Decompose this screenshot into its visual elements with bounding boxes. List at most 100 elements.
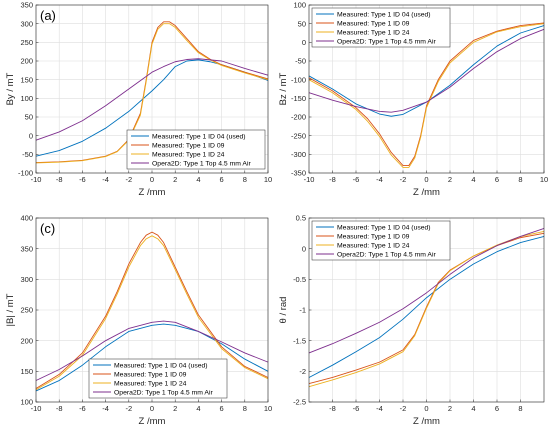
x-tick-label: 8 bbox=[243, 175, 247, 184]
legend-a: Measured: Type 1 ID 04 (used) Measured: T… bbox=[126, 129, 266, 170]
y-axis-label: |B| / mT bbox=[5, 293, 16, 326]
series-line-b-3 bbox=[308, 23, 545, 168]
y-tick-label: 50 bbox=[25, 113, 33, 122]
x-tick-label: -8 bbox=[56, 175, 63, 184]
y-tick-label: -0.5 bbox=[293, 275, 306, 284]
y-tick-label: 0.5 bbox=[296, 214, 306, 223]
y-tick-label: 250 bbox=[20, 306, 33, 315]
panel-label: (c) bbox=[40, 221, 55, 236]
x-tick-label: -8 bbox=[56, 404, 63, 413]
x-tick-label: 2 bbox=[448, 404, 452, 413]
series-line-b-1 bbox=[308, 25, 545, 117]
x-tick-label: -6 bbox=[79, 175, 86, 184]
y-tick-label: 200 bbox=[20, 57, 33, 66]
y-tick-label: 0 bbox=[302, 244, 306, 253]
x-tick-label: -8 bbox=[329, 404, 336, 413]
x-tick-label: 10 bbox=[540, 175, 548, 184]
y-tick-label: 150 bbox=[20, 75, 33, 84]
legend-box bbox=[311, 7, 451, 48]
legend-label: Opera2D: Type 1 Top 4.5 mm Air bbox=[337, 38, 436, 45]
x-tick-label: -2 bbox=[400, 404, 407, 413]
series-line-c-1 bbox=[35, 323, 269, 392]
x-tick-label: 6 bbox=[220, 404, 224, 413]
legend-c: Measured: Type 1 ID 04 (used) Measured: T… bbox=[88, 358, 228, 399]
x-tick-label: -4 bbox=[376, 404, 383, 413]
x-tick-label: -2 bbox=[125, 175, 132, 184]
x-tick-label: 4 bbox=[196, 404, 200, 413]
y-tick-label: 100 bbox=[20, 398, 33, 407]
y-tick-label: 0 bbox=[29, 131, 33, 140]
x-tick-label: 0 bbox=[424, 175, 428, 184]
legend-b: Measured: Type 1 ID 04 (used) Measured: T… bbox=[311, 7, 451, 48]
y-tick-label: 0 bbox=[302, 38, 306, 47]
x-tick-label: -4 bbox=[102, 175, 109, 184]
y-tick-label: -250 bbox=[291, 131, 306, 140]
y-tick-label: 250 bbox=[20, 38, 33, 47]
y-tick-label: 400 bbox=[20, 214, 33, 223]
legend-label: Measured: Type 1 ID 04 (used) bbox=[114, 362, 208, 369]
y-tick-label: 300 bbox=[20, 19, 33, 28]
series-line-d-3 bbox=[308, 231, 545, 388]
x-tick-label: 0 bbox=[424, 404, 428, 413]
y-tick-label: -50 bbox=[22, 150, 33, 159]
y-tick-label: 150 bbox=[20, 367, 33, 376]
x-tick-label: 8 bbox=[518, 404, 522, 413]
series-line-a-4 bbox=[35, 58, 269, 141]
x-tick-label: 2 bbox=[448, 175, 452, 184]
y-tick-label: -200 bbox=[291, 113, 306, 122]
series-line-d-1 bbox=[308, 235, 545, 378]
y-tick-label: 300 bbox=[20, 275, 33, 284]
legend-box bbox=[88, 358, 228, 399]
y-tick-label: -1.5 bbox=[293, 336, 306, 345]
series-line-c-4 bbox=[35, 320, 269, 381]
x-tick-label: -6 bbox=[353, 175, 360, 184]
y-tick-label: 200 bbox=[20, 336, 33, 345]
series-line-b-4 bbox=[308, 28, 545, 113]
x-tick-label: 10 bbox=[264, 404, 272, 413]
chart-panel-a: -10 -8 -6 -4 -2 0 2 4 6 8 10 -100 -50 0 50 100 150 200 250… bbox=[5, 1, 272, 198]
x-tick-label: 0 bbox=[150, 175, 154, 184]
y-tick-label: -150 bbox=[291, 94, 306, 103]
series-line-d-4 bbox=[308, 228, 545, 354]
y-tick-label: -2.5 bbox=[293, 398, 306, 407]
x-tick-label: 6 bbox=[495, 404, 499, 413]
legend-label: Opera2D: Type 1 Top 4.5 mm Air bbox=[114, 389, 213, 396]
x-tick-label: 4 bbox=[196, 175, 200, 184]
series-line-b-2 bbox=[308, 22, 545, 166]
x-axis-label: Z /mm bbox=[139, 187, 166, 198]
y-tick-label: -2 bbox=[299, 367, 306, 376]
y-tick-label: 100 bbox=[20, 94, 33, 103]
x-tick-label: 8 bbox=[243, 404, 247, 413]
x-tick-label: -10 bbox=[31, 175, 42, 184]
series-line-c-3 bbox=[35, 235, 269, 391]
x-tick-label: 6 bbox=[220, 175, 224, 184]
legend-label: Measured: Type 1 ID 24 bbox=[152, 151, 225, 158]
x-tick-label: -4 bbox=[376, 175, 383, 184]
x-tick-label: 10 bbox=[264, 175, 272, 184]
legend-d: Measured: Type 1 ID 04 (used) Measured: T… bbox=[311, 220, 451, 261]
legend-label: Measured: Type 1 ID 04 (used) bbox=[337, 11, 431, 18]
y-tick-label: -350 bbox=[291, 169, 306, 178]
legend-label: Measured: Type 1 ID 09 bbox=[337, 20, 410, 27]
y-axis-label: By / mT bbox=[5, 72, 16, 105]
legend-label: Measured: Type 1 ID 09 bbox=[337, 233, 410, 240]
y-tick-label: -50 bbox=[295, 57, 306, 66]
y-tick-label: 100 bbox=[293, 1, 306, 10]
x-axis-label: Z /mm bbox=[139, 416, 166, 427]
x-tick-label: 2 bbox=[173, 175, 177, 184]
legend-label: Measured: Type 1 ID 04 (used) bbox=[152, 133, 246, 140]
legend-label: Measured: Type 1 ID 24 bbox=[337, 29, 410, 36]
x-tick-label: -8 bbox=[329, 175, 336, 184]
x-tick-label: -6 bbox=[79, 404, 86, 413]
legend-label: Measured: Type 1 ID 24 bbox=[114, 380, 187, 387]
x-tick-label: -6 bbox=[353, 404, 360, 413]
x-tick-label: 0 bbox=[150, 404, 154, 413]
legend-label: Opera2D: Type 1 Top 4.5 mm Air bbox=[337, 251, 436, 258]
x-tick-label: -10 bbox=[31, 404, 42, 413]
legend-box bbox=[126, 129, 266, 170]
y-tick-label: -100 bbox=[18, 169, 33, 178]
x-tick-label: -4 bbox=[102, 404, 109, 413]
legend-label: Opera2D: Type 1 Top 4.5 mm Air bbox=[152, 160, 251, 167]
series-line-c-2 bbox=[35, 231, 269, 389]
x-axis-label: Z /mm bbox=[413, 416, 440, 427]
